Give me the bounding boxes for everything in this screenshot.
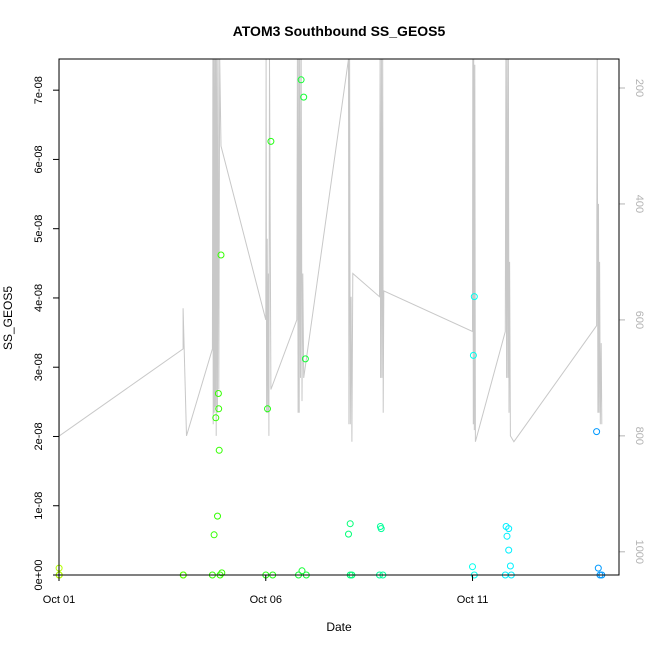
data-point <box>594 564 602 572</box>
data-points-group <box>55 76 606 579</box>
right-tick-label: 1000 <box>633 540 645 564</box>
y-tick-label: 5e-08 <box>33 215 45 243</box>
data-point <box>267 137 275 145</box>
pressure-line <box>59 59 603 443</box>
x-tick-label: Oct 11 <box>457 594 489 606</box>
data-point <box>218 569 226 577</box>
data-point <box>298 567 306 575</box>
x-tick-label: Oct 01 <box>43 594 75 606</box>
x-axis-label: Date <box>326 620 352 634</box>
right-tick-label: 200 <box>633 79 645 97</box>
data-point <box>215 405 223 413</box>
y-axis-label: SS_GEOS5 <box>1 286 15 350</box>
data-point <box>503 532 511 540</box>
data-point <box>212 414 220 422</box>
data-point <box>346 520 354 528</box>
data-point <box>301 355 309 363</box>
right-tick-label: 800 <box>633 427 645 445</box>
data-point <box>297 76 305 84</box>
data-point <box>377 525 385 533</box>
chart-title: ATOM3 Southbound SS_GEOS5 <box>233 23 446 39</box>
data-point <box>214 512 221 520</box>
data-point <box>505 525 513 533</box>
right-tick-label: 600 <box>633 311 645 329</box>
y-tick-label: 2e-08 <box>33 422 45 450</box>
data-point <box>210 531 218 539</box>
data-point <box>217 251 225 259</box>
y-tick-label: 0e+00 <box>33 560 45 591</box>
data-point <box>469 563 476 571</box>
y-tick-label: 3e-08 <box>33 353 45 381</box>
data-point <box>469 351 477 359</box>
data-point <box>300 93 308 101</box>
y-tick-label: 1e-08 <box>33 492 45 520</box>
x-tick-label: Oct 06 <box>250 594 282 606</box>
plot-frame <box>58 58 620 576</box>
data-point <box>505 546 513 554</box>
data-point <box>470 293 478 301</box>
data-point <box>506 562 514 570</box>
data-point <box>593 428 601 436</box>
pressure-line-group <box>59 59 603 443</box>
y-tick-label: 4e-08 <box>33 284 45 312</box>
data-point <box>214 390 222 397</box>
y-tick-label: 7e-08 <box>33 76 45 104</box>
right-tick-label: 400 <box>633 195 645 213</box>
data-point <box>215 446 223 454</box>
axes-group: Oct 01 Oct 06 Oct 11 0e+00 1e-08 2e-08 3e-08 4e… <box>33 76 645 606</box>
y-tick-label: 6e-08 <box>33 145 45 173</box>
data-point <box>345 530 352 538</box>
data-point <box>264 405 271 413</box>
